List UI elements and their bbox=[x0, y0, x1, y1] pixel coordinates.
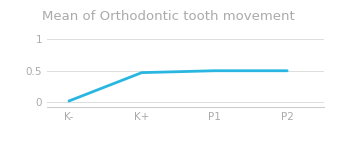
Text: Mean of Orthodontic tooth movement: Mean of Orthodontic tooth movement bbox=[42, 10, 295, 23]
